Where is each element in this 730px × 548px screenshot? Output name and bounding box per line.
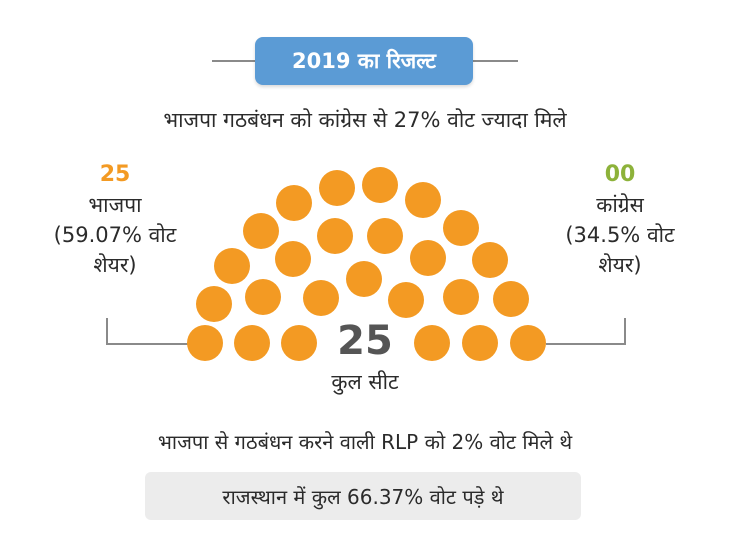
- right-party: 00 कांग्रेस (34.5% वोट शेयर): [545, 160, 695, 280]
- divider: [473, 60, 518, 62]
- seat-dot: [346, 261, 382, 297]
- divider: [212, 60, 257, 62]
- seat-dot: [410, 240, 446, 276]
- seat-dot: [243, 213, 279, 249]
- seat-dot: [510, 325, 546, 361]
- seat-dot: [443, 279, 479, 315]
- seat-dot: [405, 182, 441, 218]
- seat-dot: [362, 167, 398, 203]
- seat-dot: [196, 286, 232, 322]
- seat-dot: [187, 325, 223, 361]
- congress-name: कांग्रेस: [596, 193, 644, 217]
- rlp-note: भाजपा से गठबंधन करने वाली RLP को 2% वोट …: [157, 430, 573, 454]
- seat-dot: [319, 170, 355, 206]
- connector: [624, 318, 626, 344]
- seat-dot: [367, 218, 403, 254]
- seat-dot: [443, 210, 479, 246]
- total-seats-number: 25: [337, 318, 393, 364]
- left-party: 25 भाजपा (59.07% वोट शेयर): [40, 160, 190, 280]
- seat-dot: [245, 279, 281, 315]
- bjp-share-2: शेयर): [93, 253, 137, 277]
- turnout-box: राजस्थान में कुल 66.37% वोट पड़े थे: [145, 472, 581, 520]
- title-badge: 2019 का रिजल्ट: [255, 37, 473, 85]
- congress-share-2: शेयर): [598, 253, 642, 277]
- connector: [546, 343, 626, 345]
- seat-dot: [388, 282, 424, 318]
- seat-dot: [303, 280, 339, 316]
- congress-seats: 00: [604, 162, 636, 187]
- bjp-share: (59.07% वोट: [53, 223, 177, 247]
- seat-dot: [234, 325, 270, 361]
- congress-share: (34.5% वोट: [565, 223, 675, 247]
- seat-dot: [493, 281, 529, 317]
- connector: [106, 343, 188, 345]
- total-seats-label: कुल सीट: [331, 370, 399, 394]
- seat-dot: [414, 325, 450, 361]
- seat-dot: [472, 242, 508, 278]
- seat-dot: [317, 218, 353, 254]
- seat-dot: [275, 241, 311, 277]
- bjp-seats: 25: [99, 162, 131, 187]
- connector: [106, 318, 108, 344]
- seat-dot: [214, 248, 250, 284]
- seat-dot: [276, 185, 312, 221]
- subtitle: भाजपा गठबंधन को कांग्रेस से 27% वोट ज्या…: [163, 108, 567, 132]
- bjp-name: भाजपा: [88, 193, 142, 217]
- seat-dot: [462, 325, 498, 361]
- seat-dot: [281, 325, 317, 361]
